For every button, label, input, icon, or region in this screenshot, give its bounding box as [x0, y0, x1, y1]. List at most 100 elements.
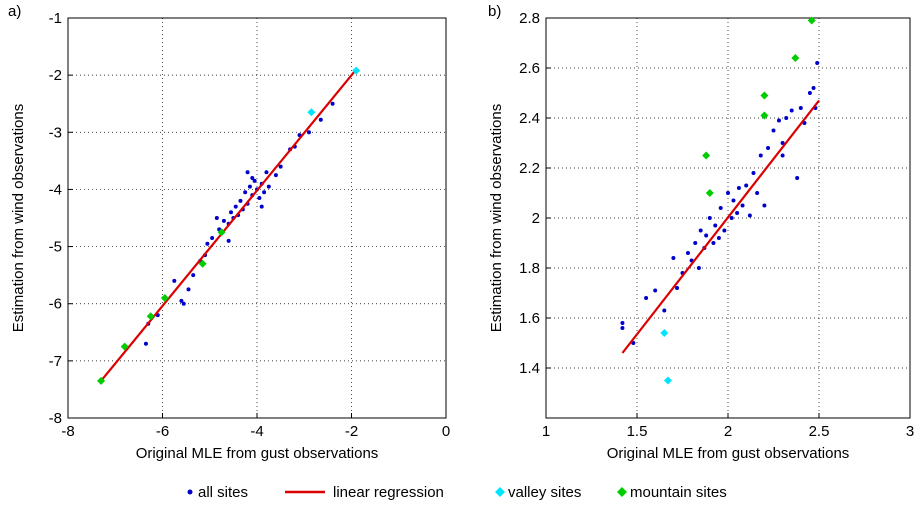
- point: [798, 106, 803, 110]
- y-tick-label: 2.6: [519, 60, 540, 77]
- point: [273, 173, 278, 178]
- point: [662, 308, 667, 313]
- point: [740, 203, 745, 208]
- axes-frame: [67, 17, 447, 419]
- x-tick-label: 1: [542, 423, 550, 440]
- diamond-point: [760, 91, 769, 100]
- diamond-point: [352, 66, 361, 75]
- point: [247, 184, 252, 189]
- point: [704, 233, 709, 238]
- point: [758, 153, 763, 158]
- point: [172, 278, 177, 283]
- point: [233, 204, 238, 209]
- point: [718, 206, 723, 210]
- point: [306, 130, 311, 135]
- y-tick-label: -1: [49, 10, 62, 27]
- point: [675, 286, 680, 290]
- regression-line: [621, 99, 820, 354]
- point: [693, 241, 698, 245]
- diamond-point: [705, 189, 714, 197]
- x-tick-label: -6: [156, 423, 169, 440]
- diamond-point: [217, 228, 226, 237]
- point: [722, 228, 727, 233]
- point: [620, 326, 625, 330]
- point: [181, 301, 186, 306]
- point: [795, 176, 800, 180]
- point: [179, 298, 184, 303]
- diamond-point: [97, 376, 106, 385]
- point: [736, 186, 741, 190]
- point: [744, 183, 749, 188]
- point: [620, 321, 625, 325]
- point: [238, 198, 243, 203]
- x-tick-label: -4: [250, 423, 263, 440]
- x-tick-label: -8: [61, 423, 74, 440]
- point: [780, 153, 785, 158]
- y-axis-label: Estimation from wind observations: [10, 104, 27, 332]
- point: [811, 86, 816, 90]
- diamond-point: [702, 151, 711, 160]
- axes-frame: [545, 17, 911, 419]
- point: [143, 341, 148, 346]
- y-tick-label: -4: [49, 181, 62, 198]
- point: [214, 216, 219, 220]
- y-tick-label: -5: [49, 239, 62, 256]
- point: [191, 273, 196, 278]
- point: [698, 228, 703, 233]
- y-tick-label: 2: [532, 210, 540, 227]
- point: [696, 266, 701, 270]
- point: [751, 171, 756, 175]
- point: [278, 164, 283, 169]
- legend-label: mountain sites: [630, 484, 727, 501]
- y-tick-label: 2.8: [519, 10, 540, 27]
- legend-symbol: [495, 487, 505, 497]
- point: [685, 251, 690, 255]
- point: [221, 218, 226, 223]
- point: [755, 191, 760, 195]
- point: [780, 141, 785, 145]
- x-tick-label: 2.5: [809, 423, 830, 440]
- diamond-point: [307, 108, 316, 117]
- point: [229, 210, 234, 215]
- point: [731, 198, 736, 203]
- x-tick-label: 0: [442, 423, 450, 440]
- point: [186, 287, 191, 292]
- point: [735, 211, 740, 215]
- diamond-point: [807, 16, 816, 25]
- point: [815, 61, 820, 65]
- y-tick-label: 1.6: [519, 310, 540, 327]
- point: [776, 118, 781, 123]
- point: [226, 238, 231, 243]
- point: [729, 216, 734, 220]
- legend-symbol: [617, 487, 627, 497]
- point: [318, 117, 323, 122]
- y-tick-label: 1.4: [519, 360, 540, 377]
- diamond-point: [760, 111, 769, 120]
- x-axis-label: Original MLE from gust observations: [607, 445, 850, 462]
- point: [262, 190, 267, 195]
- y-tick-label: 1.8: [519, 260, 540, 277]
- diamond-point: [146, 312, 155, 321]
- point: [707, 216, 712, 220]
- legend-label: linear regression: [333, 484, 444, 501]
- diamond-point: [198, 259, 207, 268]
- x-tick-label: 2: [724, 423, 732, 440]
- point: [245, 170, 250, 175]
- point: [771, 128, 776, 133]
- y-tick-label: 2.4: [519, 110, 540, 127]
- y-tick-label: -6: [49, 296, 62, 313]
- point: [766, 146, 771, 150]
- point: [252, 178, 257, 183]
- point: [762, 203, 767, 208]
- point: [713, 223, 718, 228]
- point: [716, 236, 721, 240]
- point: [671, 256, 676, 260]
- x-tick-label: 1.5: [627, 423, 648, 440]
- point: [205, 241, 210, 246]
- point: [747, 213, 752, 218]
- point: [711, 241, 716, 245]
- point: [644, 296, 649, 300]
- point: [726, 191, 730, 195]
- point: [784, 116, 789, 120]
